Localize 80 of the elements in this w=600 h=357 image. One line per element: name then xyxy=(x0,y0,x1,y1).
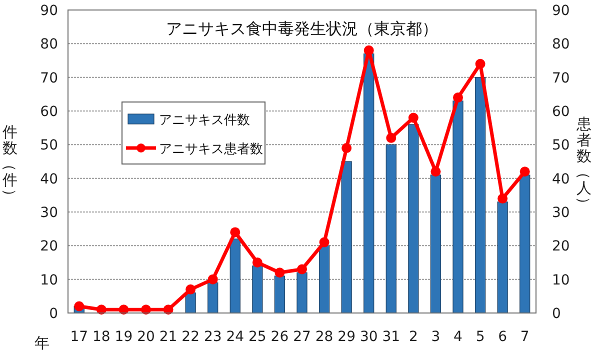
y-tick-label: 70 xyxy=(40,70,58,86)
x-tick-label: 21 xyxy=(159,329,178,345)
bar xyxy=(230,238,240,314)
point xyxy=(408,112,418,123)
x-tick-label: 18 xyxy=(92,329,110,345)
bar xyxy=(520,174,530,314)
y-tick-label: 50 xyxy=(40,138,58,154)
x-tick-label: 30 xyxy=(360,329,378,345)
x-tick-label: 31 xyxy=(382,329,400,345)
y-tick-label: 20 xyxy=(40,238,58,255)
bar xyxy=(185,292,196,314)
point xyxy=(74,301,84,312)
y2-tick-label: 80 xyxy=(552,36,570,53)
x-tick-label: 27 xyxy=(293,329,311,345)
bar xyxy=(497,202,508,314)
point xyxy=(252,258,262,268)
y-tick-label: 0 xyxy=(49,306,58,322)
y-axis-title: 件数（件） xyxy=(1,123,19,204)
point xyxy=(386,132,396,143)
y2-tick-label: 10 xyxy=(552,272,570,288)
bar xyxy=(452,100,464,314)
y-tick-label: 90 xyxy=(40,3,58,19)
y2-tick-label: 20 xyxy=(552,238,570,255)
x-axis-title: 年 xyxy=(34,334,50,352)
x-tick-label: 3 xyxy=(431,329,440,345)
y2-tick-label: 40 xyxy=(552,171,570,188)
bar xyxy=(274,276,286,314)
point xyxy=(342,143,352,154)
text: アニサキス食中毒発生状況（東京都） xyxy=(166,19,438,38)
x-tick-label: 20 xyxy=(137,329,155,345)
y-tick-label: 80 xyxy=(40,36,58,53)
x-tick-label: 29 xyxy=(338,329,356,345)
y2-tick-label: 0 xyxy=(552,306,561,322)
bar xyxy=(474,77,486,314)
bar xyxy=(296,272,308,314)
point xyxy=(364,45,374,56)
x-tick-label: 23 xyxy=(204,329,222,345)
bar xyxy=(408,124,419,314)
x-tick-label: 28 xyxy=(315,329,334,345)
x-tick-label: 4 xyxy=(454,329,463,345)
legend-label: アニサキス件数 xyxy=(159,113,250,128)
point xyxy=(274,268,285,278)
y2-axis-title: 患者数（人） xyxy=(575,115,593,212)
y-tick-label: 10 xyxy=(40,272,58,288)
bar xyxy=(341,161,352,314)
x-tick-label: 7 xyxy=(520,329,530,345)
x-tick-label: 22 xyxy=(182,329,200,345)
bar xyxy=(364,53,374,314)
y2-tick-label: 30 xyxy=(552,205,570,221)
bar xyxy=(430,174,442,314)
point xyxy=(297,264,307,274)
point xyxy=(430,166,441,177)
y-tick-label: 30 xyxy=(40,205,58,221)
legend-label: アニサキス患者数 xyxy=(159,142,263,157)
bar xyxy=(386,144,396,314)
point xyxy=(453,92,463,103)
x-tick-label: 2 xyxy=(408,329,418,345)
y2-tick-label: 70 xyxy=(552,70,570,86)
y-tick-label: 40 xyxy=(40,171,58,188)
x-tick-label: 6 xyxy=(498,329,508,345)
point xyxy=(498,194,508,204)
point xyxy=(208,274,218,284)
point xyxy=(230,227,240,238)
x-tick-label: 19 xyxy=(114,329,133,345)
bar xyxy=(252,266,263,314)
bar xyxy=(318,245,330,314)
x-tick-label: 17 xyxy=(70,329,88,345)
x-tick-label: 26 xyxy=(270,329,289,345)
x-tick-label: 25 xyxy=(248,329,266,345)
y2-tick-label: 50 xyxy=(552,138,570,154)
point xyxy=(319,237,330,248)
y2-tick-label: 60 xyxy=(552,104,570,120)
x-tick-label: 24 xyxy=(226,329,244,345)
bar xyxy=(208,282,218,314)
y2-tick-label: 90 xyxy=(552,3,570,19)
x-tick-label: 5 xyxy=(476,329,485,345)
point xyxy=(186,284,196,294)
point xyxy=(520,166,530,177)
y-tick-label: 60 xyxy=(40,104,58,120)
point xyxy=(475,58,486,69)
